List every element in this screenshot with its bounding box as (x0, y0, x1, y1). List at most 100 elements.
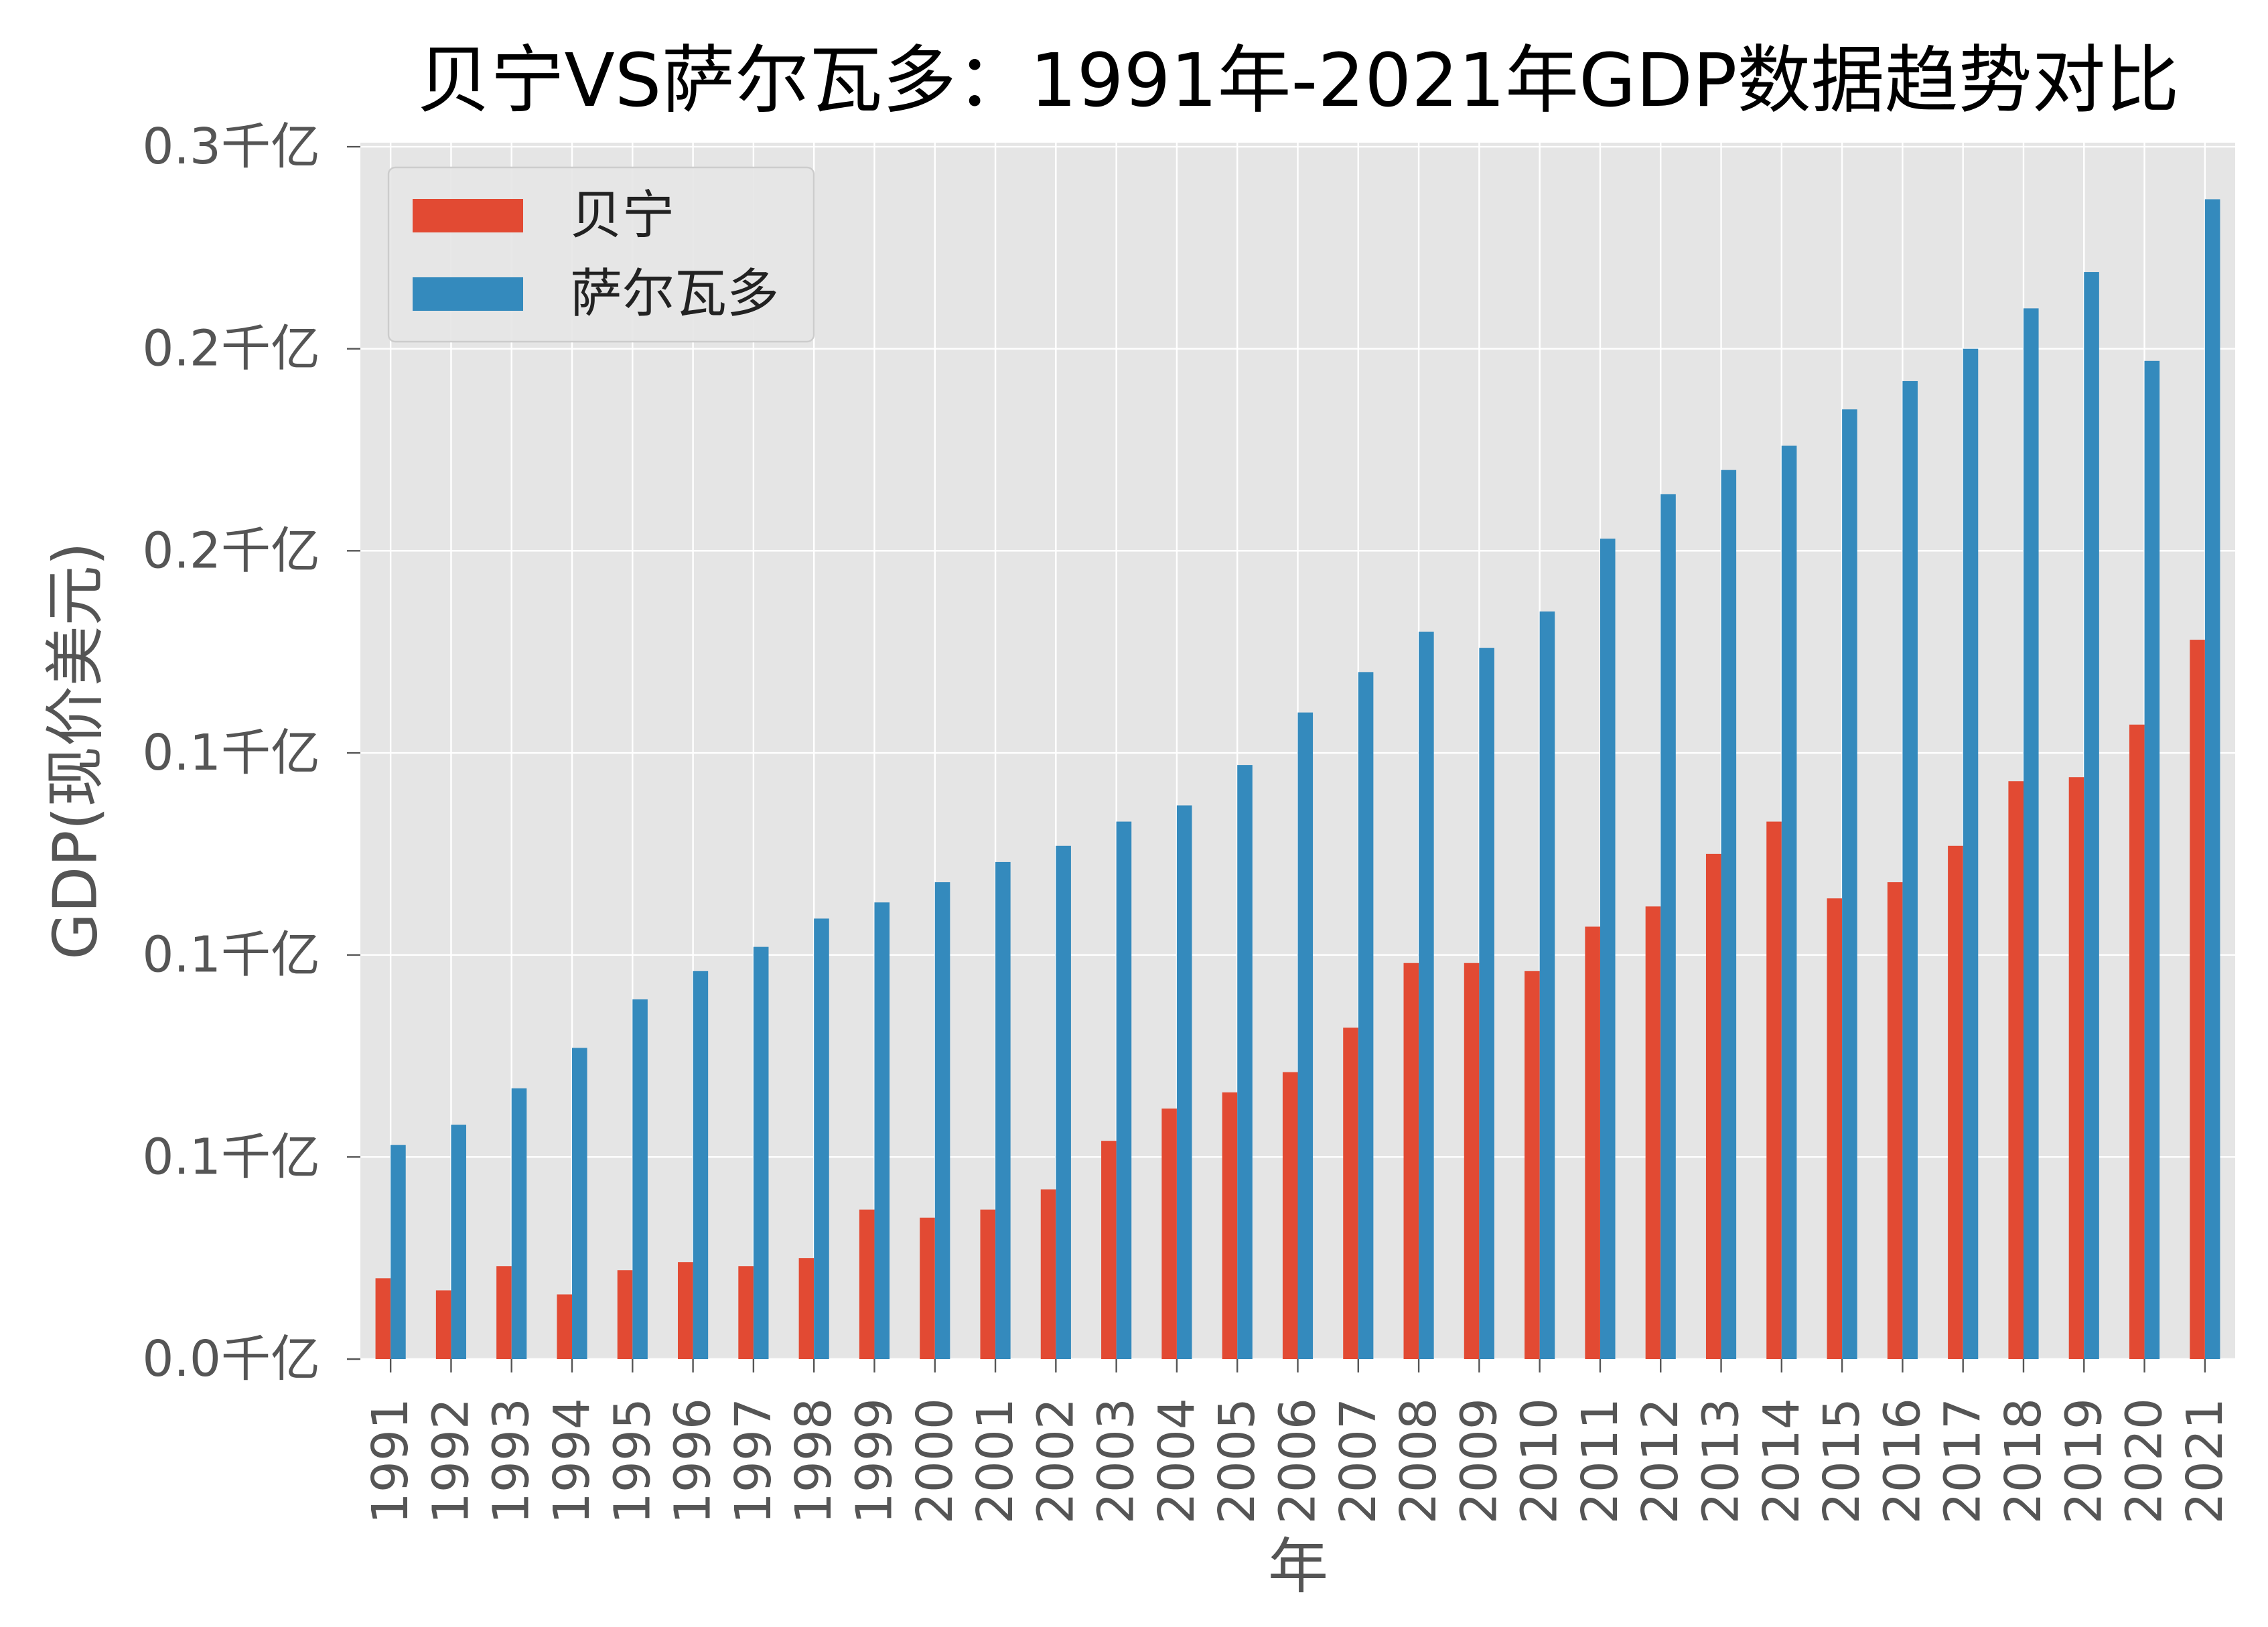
x-tick-label: 2019 (2055, 1398, 2113, 1524)
x-tick-label: 1999 (845, 1398, 903, 1524)
bar-benin-2002 (1040, 1189, 1056, 1359)
x-tick-label: 2008 (1390, 1398, 1447, 1524)
bar-benin-1996 (678, 1262, 693, 1359)
x-tick-label: 2014 (1753, 1398, 1811, 1524)
bar-el-salvador-2007 (1358, 672, 1374, 1359)
bar-benin-1993 (496, 1266, 512, 1359)
x-tick-label: 2000 (906, 1398, 964, 1524)
y-axis-ticks: 0.0千亿 0.1千亿 0.1千亿 0.1千亿 0.2千亿 0.2千亿 0.3千亿 (142, 118, 360, 1388)
bar-el-salvador-2020 (2144, 360, 2160, 1360)
bar-benin-1994 (557, 1294, 573, 1359)
y-tick-label: 0.2千亿 (142, 522, 320, 579)
bar-benin-2017 (1948, 845, 1963, 1359)
bar-benin-2020 (2129, 724, 2145, 1359)
bar-benin-2021 (2190, 640, 2205, 1359)
x-tick-label: 2001 (967, 1398, 1024, 1524)
y-tick-label: 0.1千亿 (142, 1128, 320, 1186)
x-tick-label: 1993 (483, 1398, 541, 1524)
x-tick-label: 2009 (1450, 1398, 1508, 1524)
x-axis-ticks: 1991 1992 1993 1994 1995 1996 1997 1998 1999 2000… (362, 1359, 2234, 1524)
bar-benin-2015 (1827, 898, 1843, 1359)
y-tick-label: 0.1千亿 (142, 926, 320, 984)
x-tick-label: 2018 (1995, 1398, 2052, 1524)
bar-el-salvador-1993 (511, 1088, 527, 1359)
y-tick-label: 0.2千亿 (142, 320, 320, 378)
bar-el-salvador-1995 (632, 999, 648, 1359)
x-tick-label: 2005 (1208, 1398, 1266, 1524)
bars (375, 199, 2220, 1360)
x-tick-label: 2006 (1269, 1398, 1327, 1524)
x-tick-label: 2017 (1934, 1398, 1992, 1524)
bar-el-salvador-1992 (451, 1125, 467, 1359)
bar-el-salvador-1991 (391, 1145, 406, 1359)
bar-el-salvador-2005 (1237, 765, 1253, 1359)
x-tick-label: 2016 (1873, 1398, 1931, 1524)
bar-el-salvador-1996 (693, 971, 709, 1359)
x-tick-label: 1998 (785, 1398, 843, 1524)
x-tick-label: 2012 (1632, 1398, 1689, 1524)
x-axis-label: 年 (1268, 1532, 1328, 1602)
bar-benin-1991 (375, 1278, 391, 1359)
bar-benin-1992 (435, 1290, 451, 1359)
bar-el-salvador-2011 (1600, 539, 1616, 1359)
bar-benin-2014 (1766, 821, 1782, 1359)
legend-item-benin: 贝宁 (413, 186, 675, 246)
bar-el-salvador-2015 (1842, 409, 1857, 1360)
bar-el-salvador-2006 (1297, 712, 1314, 1359)
y-axis-label: GDP(现价美元) (41, 542, 111, 960)
bar-benin-2010 (1525, 971, 1540, 1359)
x-tick-label: 1997 (725, 1398, 782, 1524)
bar-el-salvador-1997 (753, 946, 769, 1359)
bar-benin-2005 (1222, 1092, 1238, 1359)
bar-benin-1998 (798, 1258, 814, 1359)
bar-el-salvador-2004 (1176, 805, 1192, 1359)
bar-benin-2009 (1464, 963, 1480, 1359)
x-tick-label: 1994 (543, 1398, 601, 1524)
x-tick-label: 1992 (422, 1398, 480, 1524)
bar-el-salvador-2000 (934, 882, 950, 1359)
bar-el-salvador-2010 (1539, 611, 1555, 1360)
bar-benin-2016 (1887, 882, 1903, 1359)
x-tick-label: 1995 (604, 1398, 661, 1524)
legend-item-el-salvador: 萨尔瓦多 (413, 264, 779, 324)
bar-benin-2007 (1343, 1028, 1358, 1359)
bar-el-salvador-2009 (1479, 648, 1494, 1359)
bar-benin-2018 (2008, 781, 2024, 1359)
bar-benin-2013 (1705, 853, 1721, 1359)
bar-benin-2011 (1585, 926, 1600, 1359)
bar-el-salvador-2018 (2023, 308, 2039, 1360)
y-tick-label: 0.1千亿 (142, 724, 320, 782)
bar-el-salvador-1998 (814, 918, 829, 1359)
bar-benin-2001 (980, 1209, 996, 1359)
bar-el-salvador-2019 (2084, 272, 2099, 1359)
x-tick-label: 2010 (1511, 1398, 1569, 1524)
legend-swatch-benin (413, 199, 523, 232)
bar-benin-2004 (1161, 1108, 1177, 1359)
x-tick-label: 2003 (1088, 1398, 1145, 1524)
x-tick-label: 2013 (1693, 1398, 1750, 1524)
bar-benin-2006 (1282, 1072, 1298, 1359)
bar-el-salvador-1999 (874, 902, 890, 1359)
bar-benin-2000 (920, 1217, 935, 1359)
bar-el-salvador-2008 (1419, 632, 1434, 1359)
x-tick-label: 1991 (362, 1398, 419, 1524)
x-tick-label: 1996 (664, 1398, 722, 1524)
legend-label-el-salvador: 萨尔瓦多 (570, 264, 779, 324)
bar-benin-1999 (859, 1209, 875, 1359)
legend-swatch-el-salvador (413, 277, 523, 311)
x-tick-label: 2007 (1330, 1398, 1387, 1524)
x-tick-label: 2015 (1813, 1398, 1871, 1524)
bar-benin-1995 (617, 1270, 633, 1359)
bar-el-salvador-1994 (572, 1048, 587, 1359)
y-tick-label: 0.3千亿 (142, 118, 320, 175)
legend: 贝宁 萨尔瓦多 (387, 166, 815, 343)
bar-el-salvador-2021 (2204, 199, 2220, 1360)
y-tick-label: 0.0千亿 (142, 1330, 320, 1388)
x-tick-label: 2011 (1571, 1398, 1629, 1524)
bar-el-salvador-2017 (1963, 348, 1979, 1359)
bar-el-salvador-2012 (1660, 494, 1676, 1359)
x-tick-label: 2002 (1027, 1398, 1084, 1524)
bar-benin-2012 (1645, 906, 1661, 1359)
legend-label-benin: 贝宁 (570, 186, 675, 246)
